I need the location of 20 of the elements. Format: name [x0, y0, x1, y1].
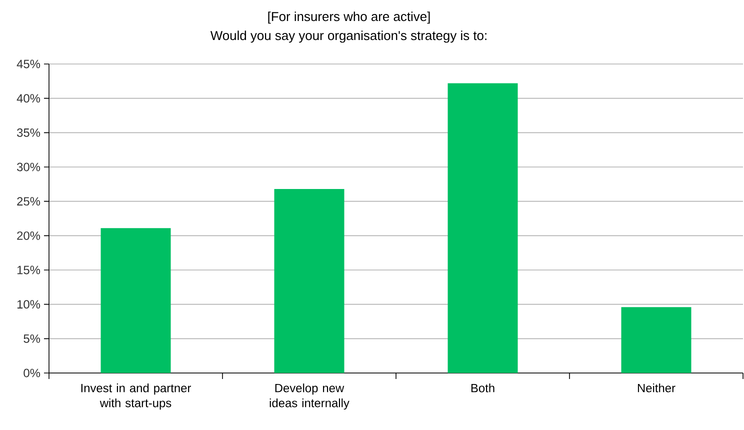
y-tick-label: 40% — [16, 94, 40, 103]
chart-title: [For insurers who are active] — [268, 12, 430, 24]
bar — [274, 188, 344, 373]
y-tick-label: 30% — [17, 162, 40, 172]
x-tick-label: Invest in and partner with start-ups — [81, 384, 192, 410]
y-tick-label: 15% — [17, 266, 40, 274]
x-tick-label: Neither — [638, 384, 676, 392]
x-tick-label: Develop new ideas internally — [270, 384, 350, 410]
y-tick-label: 20% — [17, 231, 40, 240]
bar — [100, 228, 171, 373]
y-tick-label: 0% — [24, 368, 40, 378]
bar — [448, 83, 518, 373]
y-tick-label: 35% — [17, 128, 40, 137]
y-tick-label: 10% — [17, 300, 40, 309]
y-tick-label: 5% — [24, 334, 40, 343]
x-tick-label: Both — [471, 384, 494, 392]
chart-subtitle: Would you say your organisation's strategy is to: — [210, 30, 486, 43]
y-tick-label: 45% — [16, 60, 40, 68]
y-tick-label: 25% — [17, 197, 40, 206]
bar — [621, 307, 692, 373]
